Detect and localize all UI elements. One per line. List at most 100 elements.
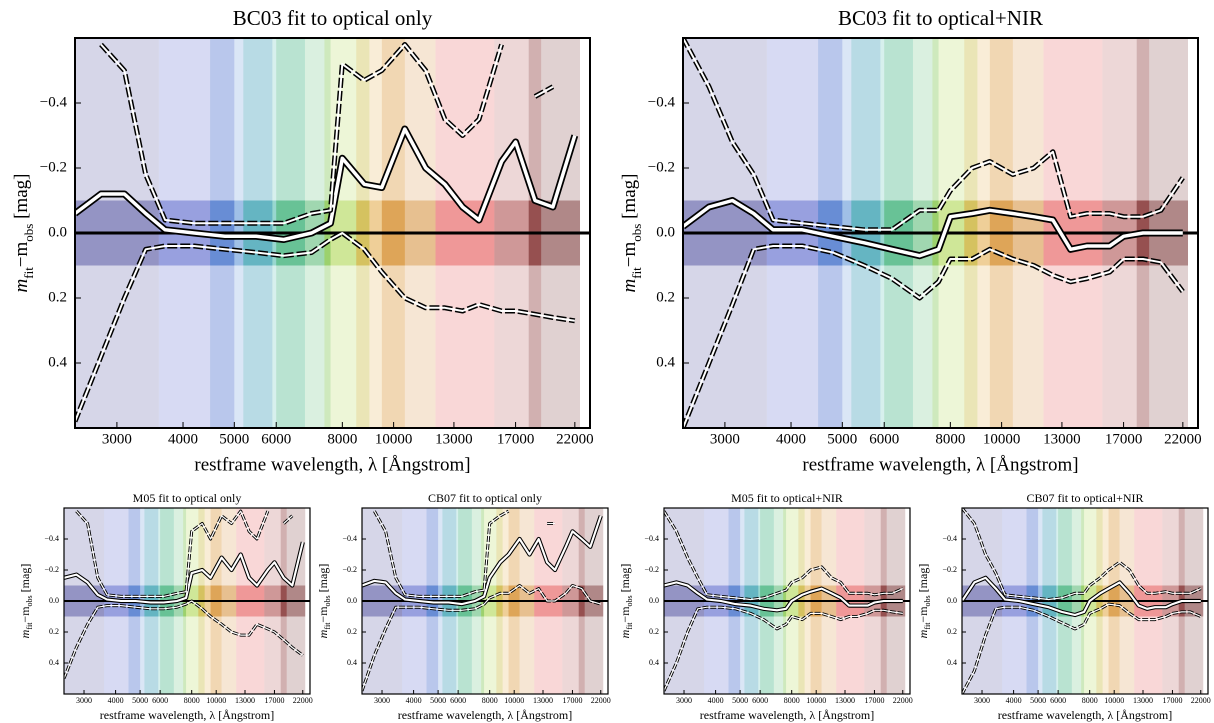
y-tick-label: 0.4 bbox=[649, 658, 659, 667]
y-axis-label-subscript: obs bbox=[629, 224, 644, 242]
y-tick-label: −0.2 bbox=[644, 565, 659, 574]
x-axis-label: restframe wavelength, λ [Ångstrom] bbox=[398, 708, 572, 722]
panel: 3000 4000 5000 6000 8000 10000 13000 17000 22000… bbox=[618, 491, 913, 722]
y-axis-label-subscript: obs bbox=[323, 595, 332, 606]
x-tick-label: 17000 bbox=[264, 696, 284, 705]
x-tick-label: 3000 bbox=[974, 696, 990, 705]
percentile-line bbox=[962, 508, 1202, 601]
median-line bbox=[64, 541, 304, 604]
y-axis-label: mfit−mobs [mag] bbox=[618, 564, 635, 639]
y-tick-label: 0.0 bbox=[48, 224, 67, 240]
percentile-line bbox=[683, 38, 1184, 231]
x-tick-label: 8000 bbox=[1082, 696, 1098, 705]
x-tick-label: 5000 bbox=[219, 431, 249, 447]
chart-title: BC03 fit to optical only bbox=[233, 6, 433, 30]
chart-title: BC03 fit to optical+NIR bbox=[838, 6, 1043, 30]
percentile-line bbox=[664, 606, 903, 692]
y-axis-label: mfit−mobs [mag] bbox=[11, 174, 36, 293]
y-tick-label: 0.0 bbox=[347, 596, 357, 605]
y-tick-label: −0.4 bbox=[644, 534, 659, 543]
x-tick-label: 6000 bbox=[152, 696, 168, 705]
x-tick-label: 5000 bbox=[1030, 696, 1046, 705]
y-tick-label: 0.0 bbox=[649, 596, 659, 605]
x-tick-label: 4000 bbox=[168, 431, 198, 447]
y-tick-label: 0.4 bbox=[347, 658, 357, 667]
y-tick-label: −0.4 bbox=[648, 94, 676, 110]
plot-area bbox=[683, 38, 1198, 428]
y-axis-label: mfit−mobs [mag] bbox=[18, 564, 35, 639]
y-tick-label: −0.2 bbox=[648, 159, 675, 175]
x-tick-label: 5000 bbox=[430, 696, 446, 705]
y-axis-label-subscript: fit bbox=[629, 267, 644, 279]
percentile-line bbox=[362, 584, 601, 692]
y-tick-label: −0.4 bbox=[342, 534, 357, 543]
y-tick-label: 0.4 bbox=[656, 354, 675, 370]
x-tick-label: 3000 bbox=[374, 696, 390, 705]
y-tick-label: 0.4 bbox=[48, 354, 67, 370]
x-tick-label: 10000 bbox=[206, 696, 226, 705]
y-axis-label-subscript: obs bbox=[625, 595, 634, 606]
y-axis-label: mfit−mobs [mag] bbox=[619, 174, 644, 293]
x-tick-label: 10000 bbox=[375, 431, 413, 447]
chart-title: M05 fit to optical only bbox=[133, 491, 242, 505]
x-tick-label: 13000 bbox=[1133, 696, 1153, 705]
y-tick-label: 0.0 bbox=[49, 596, 59, 605]
y-tick-label: 0.0 bbox=[656, 224, 675, 240]
x-tick-label: 13000 bbox=[835, 696, 855, 705]
y-tick-label: 0.2 bbox=[347, 627, 357, 636]
y-axis-label-part: −m bbox=[916, 606, 930, 623]
y-tick-label: 0.2 bbox=[656, 289, 675, 305]
chart-title: CB07 fit to optical only bbox=[428, 491, 542, 505]
x-tick-label: 17000 bbox=[497, 431, 535, 447]
percentile-line bbox=[100, 43, 554, 225]
median-line bbox=[75, 127, 577, 242]
y-tick-label: 0.2 bbox=[649, 627, 659, 636]
x-tick-label: 4000 bbox=[1006, 696, 1022, 705]
median-line bbox=[362, 515, 602, 606]
y-tick-label: 0.4 bbox=[49, 658, 59, 667]
x-tick-label: 3000 bbox=[710, 431, 740, 447]
y-axis-label-part: m bbox=[618, 629, 632, 638]
y-tick-label: −0.2 bbox=[942, 565, 957, 574]
y-axis-label: mfit−mobs [mag] bbox=[916, 564, 933, 639]
x-tick-label: 10000 bbox=[504, 696, 524, 705]
median-line bbox=[683, 198, 1183, 258]
x-axis-label: restframe wavelength, λ [Ångstrom] bbox=[194, 454, 470, 475]
x-tick-label: 17000 bbox=[1105, 431, 1143, 447]
y-axis-label-part: −m bbox=[618, 606, 632, 623]
percentile-line bbox=[64, 600, 304, 679]
y-axis-label-subscript: fit bbox=[923, 622, 932, 630]
chart-title: M05 fit to optical+NIR bbox=[731, 491, 843, 505]
y-axis-label-part: [mag] bbox=[916, 564, 930, 596]
x-tick-label: 10000 bbox=[983, 431, 1021, 447]
percentile-line bbox=[664, 510, 904, 601]
y-tick-label: −0.4 bbox=[942, 534, 957, 543]
y-tick-label: 0.2 bbox=[947, 627, 957, 636]
x-tick-label: 4000 bbox=[406, 696, 422, 705]
x-axis-label: restframe wavelength, λ [Ångstrom] bbox=[998, 708, 1172, 722]
x-tick-label: 10000 bbox=[1104, 696, 1124, 705]
chart-title: CB07 fit to optical+NIR bbox=[1026, 491, 1143, 505]
x-tick-label: 5000 bbox=[132, 696, 148, 705]
x-tick-label: 8000 bbox=[935, 431, 965, 447]
x-tick-label: 17000 bbox=[562, 696, 582, 705]
x-tick-label: 5000 bbox=[827, 431, 857, 447]
y-axis-label-subscript: fit bbox=[323, 622, 332, 630]
x-tick-label: 6000 bbox=[261, 431, 291, 447]
y-tick-label: −0.4 bbox=[40, 94, 68, 110]
x-tick-label: 8000 bbox=[327, 431, 357, 447]
x-tick-label: 22000 bbox=[893, 696, 913, 705]
x-tick-label: 8000 bbox=[784, 696, 800, 705]
y-axis-label-subscript: obs bbox=[923, 595, 932, 606]
y-axis-label-part: m bbox=[619, 279, 640, 293]
plot-area bbox=[962, 508, 1208, 694]
plot-area bbox=[75, 38, 590, 428]
x-tick-label: 8000 bbox=[482, 696, 498, 705]
percentile-line bbox=[75, 510, 293, 597]
median-line bbox=[664, 581, 903, 612]
y-axis-label-part: m bbox=[18, 629, 32, 638]
x-tick-label: 6000 bbox=[1050, 696, 1066, 705]
y-axis-label-subscript: fit bbox=[21, 267, 36, 279]
plot-area bbox=[64, 508, 310, 694]
